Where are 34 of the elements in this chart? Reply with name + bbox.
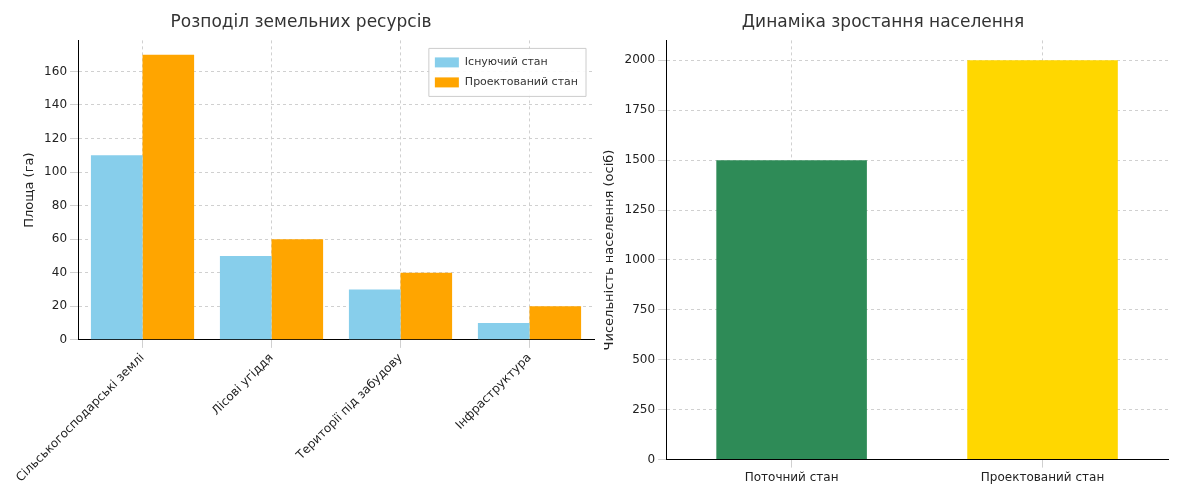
bar	[348, 289, 401, 340]
bar	[477, 323, 530, 340]
chart-title: Розподіл земельних ресурсів	[170, 10, 432, 31]
y-tick-label: 1500	[624, 152, 656, 167]
y-tick-label: 100	[44, 164, 68, 179]
y-axis-title: Площа (га)	[20, 152, 36, 228]
bar	[142, 54, 195, 340]
y-tick-label: 500	[632, 351, 656, 366]
y-tick-label: 40	[51, 264, 68, 279]
y-tick-label: 120	[44, 130, 68, 145]
bar	[400, 272, 453, 340]
y-tick-label: 60	[51, 231, 68, 246]
y-tick-label: 250	[632, 401, 656, 416]
y-tick-label: 1750	[624, 102, 656, 117]
bar	[90, 155, 143, 340]
y-tick-label: 0	[59, 331, 68, 346]
bar	[219, 255, 272, 340]
y-tick-label: 160	[44, 63, 68, 78]
y-tick-label: 0	[647, 451, 656, 466]
y-tick-label: 20	[51, 298, 68, 313]
y-tick-label: 2000	[624, 52, 656, 67]
chart-title: Динаміка зростання населення	[741, 10, 1025, 31]
bar	[271, 239, 324, 340]
y-tick-label: 140	[44, 97, 68, 112]
y-tick-label: 80	[51, 197, 68, 212]
x-tick-label: Проектований стан	[980, 469, 1105, 484]
y-tick-label: 1250	[624, 202, 656, 217]
y-tick-label: 750	[632, 302, 656, 317]
y-axis-title: Чисельність населення (осіб)	[601, 149, 617, 351]
bar	[529, 306, 582, 340]
x-tick-label: Поточний стан	[744, 469, 839, 484]
legend-label: Проектований стан	[464, 75, 579, 89]
y-tick-label: 1000	[624, 252, 656, 267]
legend-label: Існуючий стан	[464, 55, 548, 69]
